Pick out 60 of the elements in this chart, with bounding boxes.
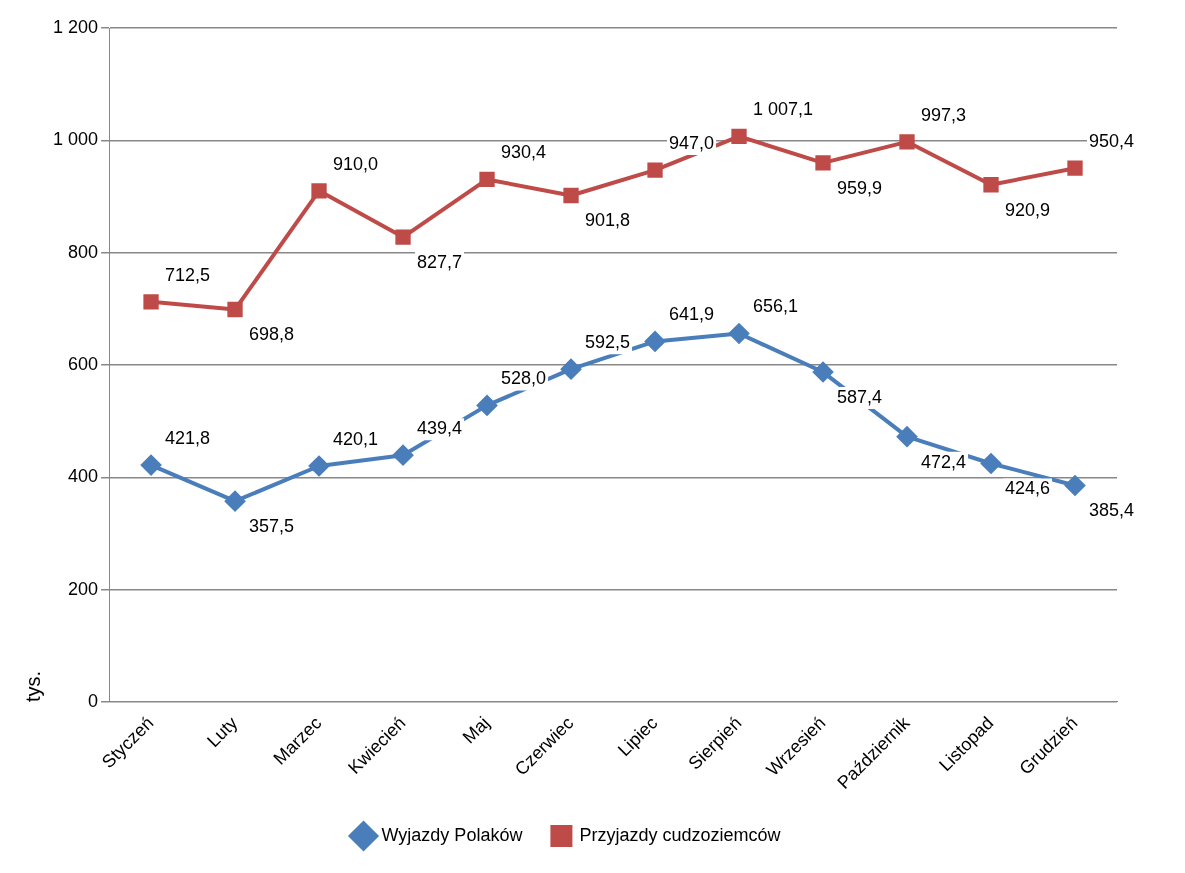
point [477, 395, 498, 416]
x-tick-label: Luty [203, 712, 242, 751]
point [227, 301, 243, 318]
data-label: 592,5 [585, 332, 631, 353]
point [225, 491, 246, 512]
data-label: 712,5 [165, 264, 211, 285]
point [813, 362, 834, 383]
legend-label: Wyjazdy Polaków [381, 824, 524, 845]
data-label: 930,4 [501, 142, 547, 163]
data-label: 587,4 [837, 387, 883, 408]
y-tick-label: 800 [68, 241, 99, 262]
point [729, 323, 750, 344]
point [815, 155, 831, 171]
data-label: 472,4 [921, 451, 967, 472]
data-label: 950,4 [1089, 131, 1135, 152]
data-label: 528,0 [501, 368, 547, 389]
data-label: 1 007,1 [753, 99, 814, 120]
point [981, 453, 1002, 474]
data-label: 910,0 [333, 153, 379, 174]
data-label: 424,6 [1005, 478, 1051, 499]
data-label: 357,5 [249, 516, 295, 537]
data-label: 641,9 [669, 304, 715, 325]
point [1065, 475, 1085, 496]
y-axis-title: tys. [21, 670, 44, 702]
data-label: 421,8 [165, 428, 211, 449]
data-label: 439,4 [417, 418, 463, 439]
point [563, 187, 579, 204]
point [1067, 160, 1083, 176]
point [141, 455, 162, 476]
legend-label: Przyjazdy cudzoziemców [579, 824, 782, 845]
point [647, 162, 663, 178]
data-label: 385,4 [1089, 500, 1135, 521]
point [309, 456, 330, 476]
y-tick-label: 200 [68, 578, 99, 599]
point [393, 445, 414, 466]
data-label: 420,1 [333, 428, 379, 449]
data-label: 997,3 [921, 104, 967, 125]
point [561, 359, 582, 380]
point [479, 171, 495, 188]
point [143, 294, 159, 310]
data-label: 656,1 [753, 296, 799, 317]
y-tick-label: 0 [88, 690, 99, 711]
data-label: 827,7 [417, 252, 463, 273]
y-tick-label: 600 [68, 353, 99, 374]
point [899, 134, 915, 150]
y-tick-label: 400 [68, 466, 99, 487]
point [983, 177, 999, 193]
y-tick-label: 1 200 [53, 16, 99, 37]
data-label: 947,0 [669, 133, 715, 154]
point [897, 426, 918, 447]
data-label: 698,8 [249, 324, 295, 345]
data-label: 920,9 [1005, 199, 1051, 220]
data-label: 901,8 [585, 210, 631, 231]
point [395, 229, 411, 245]
point [311, 183, 327, 199]
y-tick-label: 1 000 [53, 129, 99, 150]
x-tick-label: Maj [458, 712, 494, 748]
point [645, 331, 666, 352]
point [731, 128, 747, 144]
data-label: 959,9 [837, 177, 883, 198]
